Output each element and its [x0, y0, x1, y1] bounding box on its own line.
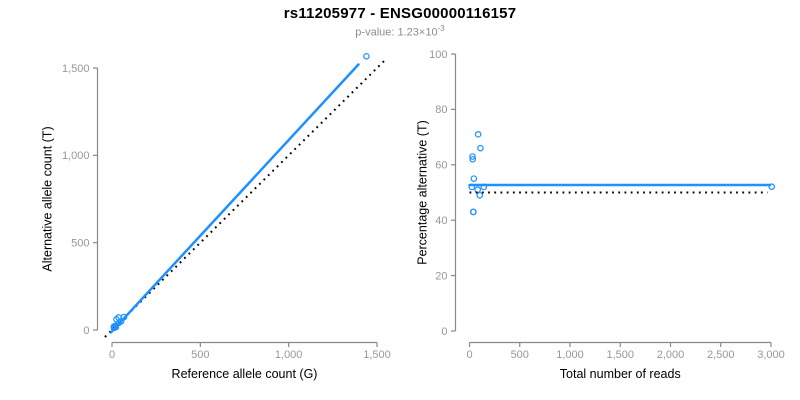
y-tick-label: 40 [435, 215, 447, 227]
y-tick-label: 20 [435, 270, 447, 282]
percentage-vs-reads-y-axis: 0 20 40 60 80 100 Percentage alternative (T) [416, 49, 457, 338]
x-tick-label: 2,500 [707, 349, 735, 361]
percentage-vs-reads-x-axis: 0 500 1,000 1,500 2,000 2,500 3,000 Total numbe… [466, 341, 785, 381]
x-tick-label: 0 [109, 349, 115, 361]
allele-counts-plot: 0 500 1,000 1,500 Alternative allele count (… [41, 52, 391, 381]
data-point [474, 131, 482, 138]
x-tick-label: 1,500 [606, 349, 634, 361]
x-tick-label: 0 [466, 349, 472, 361]
data-point [477, 144, 484, 152]
y-axis-title: Alternative allele count (T) [41, 126, 55, 271]
data-point [112, 323, 120, 331]
x-tick-label: 500 [191, 349, 209, 361]
y-tick-label: 60 [435, 160, 447, 172]
y-tick-label: 100 [429, 49, 447, 61]
data-point [363, 52, 370, 60]
y-tick-label: 1,000 [62, 150, 90, 162]
data-point [470, 208, 477, 216]
allele-counts-y-axis: 0 500 1,000 1,500 Alternative allele count (… [41, 63, 99, 337]
percentage-vs-reads-points [468, 131, 776, 216]
x-axis-title: Reference allele count (G) [172, 367, 318, 381]
p-value-exponent: -3 [437, 24, 445, 33]
x-tick-label: 500 [511, 349, 529, 361]
x-tick-label: 3,000 [757, 349, 785, 361]
data-point [768, 183, 776, 190]
data-point [469, 155, 477, 163]
data-point [469, 153, 476, 160]
plot-title: rs11205977 - ENSG00000116157 [283, 5, 517, 22]
x-tick-label: 1,500 [363, 349, 391, 361]
fit-line [109, 63, 360, 334]
y-tick-label: 500 [71, 237, 89, 249]
plot-subtitle: p-value: 1.23×10-3 [0, 24, 800, 39]
data-point [476, 191, 484, 199]
x-axis-title: Total number of reads [560, 367, 681, 381]
y-tick-label: 0 [441, 326, 447, 338]
x-tick-label: 1,000 [556, 349, 584, 361]
y-axis-title: Percentage alternative (T) [416, 120, 430, 265]
x-tick-label: 1,000 [275, 349, 303, 361]
percentage-vs-reads-plot: 0 20 40 60 80 100 Percentage alternative (T) 0 5… [416, 49, 785, 381]
data-point [470, 175, 478, 182]
p-value-text: p-value: 1.23×10 [355, 26, 438, 39]
y-tick-label: 0 [83, 325, 89, 337]
reference-dotted-line [104, 60, 385, 338]
x-tick-label: 2,000 [657, 349, 685, 361]
y-tick-label: 80 [435, 104, 447, 116]
y-tick-label: 1,500 [62, 63, 90, 75]
allele-counts-x-axis: 0 500 1,000 1,500 Reference allele count (G) [109, 341, 391, 381]
data-point [474, 186, 482, 194]
